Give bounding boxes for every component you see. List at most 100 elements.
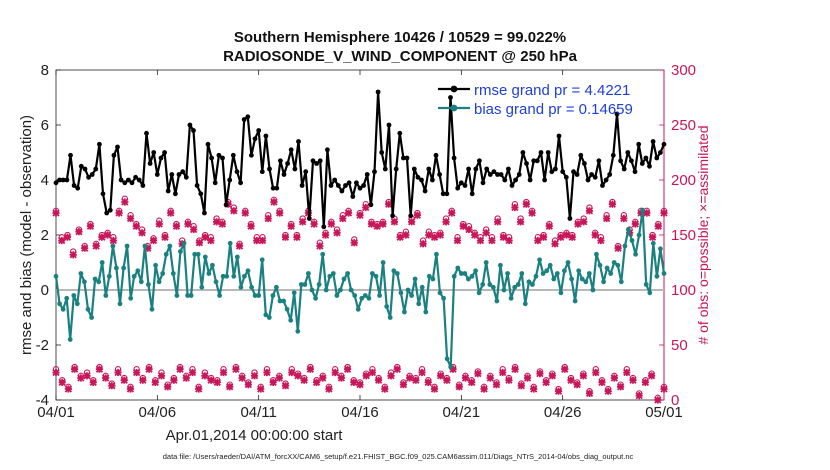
rmse-point xyxy=(585,177,591,183)
obs-assimilated-marker xyxy=(551,240,559,248)
rmse-point xyxy=(527,177,533,183)
bias-point xyxy=(594,251,599,257)
rmse-point xyxy=(440,191,446,197)
bias-point xyxy=(217,293,223,298)
rmse-point xyxy=(375,89,381,95)
obs-assimilated-marker xyxy=(98,233,106,241)
rmse-point xyxy=(632,169,638,175)
bias-point xyxy=(380,260,386,265)
obs-assimilated-marker xyxy=(362,203,370,212)
rmse-point xyxy=(520,150,526,155)
obs-assimilated-marker xyxy=(155,220,163,228)
obs-assimilated-marker xyxy=(86,222,95,230)
bias-point xyxy=(288,317,294,323)
obs-assimilated-marker xyxy=(69,251,77,259)
rmse-point xyxy=(288,147,294,153)
bias-point xyxy=(170,271,176,276)
obs-assimilated-marker xyxy=(516,218,525,226)
obs-assimilated-marker xyxy=(641,378,650,387)
bias-point xyxy=(188,293,194,298)
rmse-point xyxy=(173,191,178,197)
obs-assimilated-marker xyxy=(474,369,482,378)
obs-assimilated-marker xyxy=(126,214,135,223)
bias-point xyxy=(590,287,596,293)
rmse-point xyxy=(241,117,247,122)
obs-assimilated-marker xyxy=(494,218,502,226)
obs-assimilated-marker xyxy=(270,198,278,206)
bias-point xyxy=(405,287,411,293)
obs-assimilated-marker xyxy=(299,218,307,226)
rmse-point xyxy=(495,172,500,177)
obs-assimilated-marker xyxy=(58,378,66,387)
bias-point xyxy=(636,232,642,238)
bias-point xyxy=(149,306,155,312)
obs-assimilated-marker xyxy=(167,209,175,217)
obs-assimilated-marker xyxy=(598,378,606,387)
bias-point xyxy=(128,295,134,301)
obs-assimilated-marker xyxy=(83,372,91,380)
rmse-point xyxy=(480,180,486,186)
y-axis-right: 0 50 100 150 200 250 300 xyxy=(659,62,696,409)
bias-point xyxy=(540,271,546,276)
bias-point xyxy=(181,240,187,246)
bias-point xyxy=(185,293,191,298)
obs-assimilated-marker xyxy=(580,218,588,226)
obs-assimilated-marker xyxy=(161,233,169,241)
bias-point xyxy=(266,315,272,320)
obs-assimilated-marker xyxy=(138,229,146,237)
bias-point xyxy=(387,315,393,320)
rmse-point xyxy=(647,163,652,169)
bias-point xyxy=(121,265,126,271)
bias-point xyxy=(163,251,169,257)
bias-point xyxy=(210,262,215,268)
bias-point xyxy=(313,295,318,301)
bias-point xyxy=(398,290,404,296)
footnote: data file: /Users/raeder/DAI/ATM_forcXX/… xyxy=(163,452,634,461)
rmse-point xyxy=(589,172,594,177)
obs-assimilated-marker xyxy=(574,220,582,228)
rmse-point xyxy=(621,166,627,172)
obs-assimilated-marker xyxy=(648,233,657,241)
rmse-point xyxy=(448,95,453,100)
bias-point xyxy=(526,279,532,285)
obs-assimilated-marker xyxy=(306,365,315,373)
obs-assimilated-marker xyxy=(591,231,599,239)
obs-assimilated-marker xyxy=(241,209,249,217)
bias-point xyxy=(366,295,372,301)
obs-assimilated-marker xyxy=(253,236,261,245)
rmse-point xyxy=(422,188,428,194)
obs-assimilated-marker xyxy=(399,380,408,389)
obs-assimilated-marker xyxy=(70,365,79,373)
bias-point xyxy=(458,271,464,276)
obs-assimilated-marker xyxy=(89,378,97,387)
obs-assimilated-marker xyxy=(182,374,190,382)
bias-point xyxy=(597,262,603,268)
rmse-point xyxy=(661,141,667,147)
rmse-point xyxy=(278,158,283,164)
obs-assimilated-marker xyxy=(545,222,553,230)
rmse-point xyxy=(397,130,403,136)
rmse-point xyxy=(216,152,222,158)
rmse-point xyxy=(303,169,309,175)
obs-assimilated-marker xyxy=(499,368,507,377)
obs-assimilated-marker xyxy=(356,380,364,389)
obs-assimilated-marker xyxy=(362,372,370,380)
bias-point xyxy=(622,243,628,249)
rmse-point xyxy=(71,183,77,188)
bias-point xyxy=(284,306,290,312)
rmse-point xyxy=(321,224,327,230)
obs-assimilated-marker xyxy=(121,198,129,206)
rmse-point xyxy=(451,155,457,161)
rmse-point xyxy=(411,166,417,172)
bias-point xyxy=(270,293,276,298)
bias-point xyxy=(412,276,418,282)
bias-point xyxy=(490,284,496,290)
obs-assimilated-marker xyxy=(213,378,221,387)
bias-point xyxy=(476,290,482,296)
rmse-point xyxy=(230,152,236,158)
rmse-point xyxy=(556,133,562,139)
bias-point xyxy=(92,276,98,282)
obs-assimilated-marker xyxy=(293,233,301,241)
bias-point xyxy=(530,282,535,287)
rmse-point xyxy=(404,155,410,161)
